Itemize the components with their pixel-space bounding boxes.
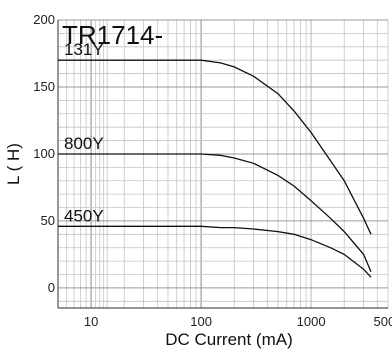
y-axis-label: L ( H) [4,143,23,185]
series-line [58,153,372,273]
y-tick-label: 100 [33,146,55,161]
series-lines [58,59,372,278]
y-tick-label: 50 [41,213,55,228]
x-tick-label: 1000 [297,314,326,329]
series-labels: 131Y 800Y 450Y [64,40,104,225]
x-axis-label: DC Current (mA) [165,330,293,349]
chart-title: TR1714- [62,20,163,50]
axes [57,20,388,309]
series-line [58,59,372,235]
x-tick-label: 10 [84,314,98,329]
grid [57,19,389,308]
series-label: 450Y [64,206,104,225]
series-line [58,225,372,278]
y-tick-label: 0 [48,280,55,295]
series-label: 800Y [64,134,104,153]
x-tick-label: 100 [190,314,212,329]
y-tick-label: 200 [33,12,55,27]
series-label: 131Y [64,40,104,59]
y-tick-label: 150 [33,79,55,94]
